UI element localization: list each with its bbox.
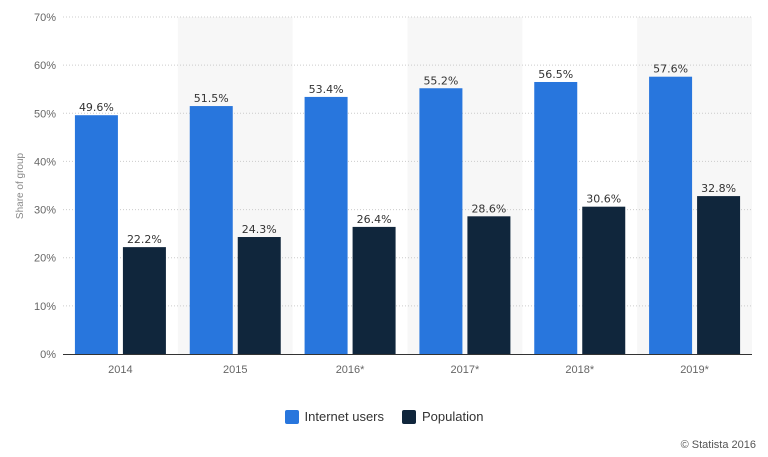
data-label: 57.6% [653, 63, 688, 76]
data-label: 24.3% [242, 223, 277, 236]
y-tick-label: 0% [40, 349, 56, 361]
data-label: 30.6% [586, 193, 621, 206]
data-label: 55.2% [423, 74, 458, 87]
y-tick-label: 30% [34, 205, 56, 217]
bar-population [237, 237, 281, 354]
y-tick-label: 20% [34, 253, 56, 265]
data-label: 49.6% [79, 101, 114, 114]
bar-internet-users [74, 115, 118, 354]
bar-internet-users [534, 81, 578, 354]
x-tick-label: 2016* [336, 364, 365, 376]
y-tick-label: 40% [34, 156, 56, 168]
y-axis-label: Share of group [15, 152, 26, 219]
bar-internet-users [304, 96, 348, 354]
data-label: 56.5% [538, 68, 573, 81]
bar-population [352, 226, 396, 354]
bar-population [697, 196, 741, 354]
x-tick-label: 2015 [223, 364, 247, 376]
bar-internet-users [419, 88, 463, 354]
legend-label-internet-users: Internet users [304, 409, 385, 424]
x-tick-label: 2018* [565, 364, 594, 376]
data-label: 32.8% [701, 182, 736, 195]
bar-population [467, 216, 511, 354]
legend-item-internet-users[interactable]: Internet users [284, 409, 385, 424]
legend-item-population[interactable]: Population [402, 409, 483, 424]
y-tick-label: 70% [34, 12, 56, 24]
x-tick-label: 2014 [108, 364, 132, 376]
bar-population [582, 206, 626, 354]
legend: Internet users Population [0, 409, 768, 424]
bar-population [122, 247, 166, 354]
bar-internet-users [649, 76, 693, 354]
x-tick-label: 2019* [680, 364, 709, 376]
data-label: 26.4% [357, 213, 392, 226]
data-label: 53.4% [309, 83, 344, 96]
y-tick-label: 60% [34, 60, 56, 72]
data-label: 22.2% [127, 233, 162, 246]
y-tick-label: 50% [34, 108, 56, 120]
bar-chart: 0% 10% 20% 30% 40% 50% 60% 70% 49.6% 22.2% 2014 51… [15, 12, 752, 376]
y-tick-label: 10% [34, 301, 56, 313]
data-label: 28.6% [471, 202, 506, 215]
bar-internet-users [189, 106, 233, 354]
legend-swatch-internet-users [284, 409, 299, 424]
legend-swatch-population [402, 409, 417, 424]
data-label: 51.5% [194, 92, 229, 105]
legend-label-population: Population [422, 409, 484, 424]
x-tick-label: 2017* [451, 364, 480, 376]
credit[interactable]: © Statista 2016 [680, 439, 756, 451]
